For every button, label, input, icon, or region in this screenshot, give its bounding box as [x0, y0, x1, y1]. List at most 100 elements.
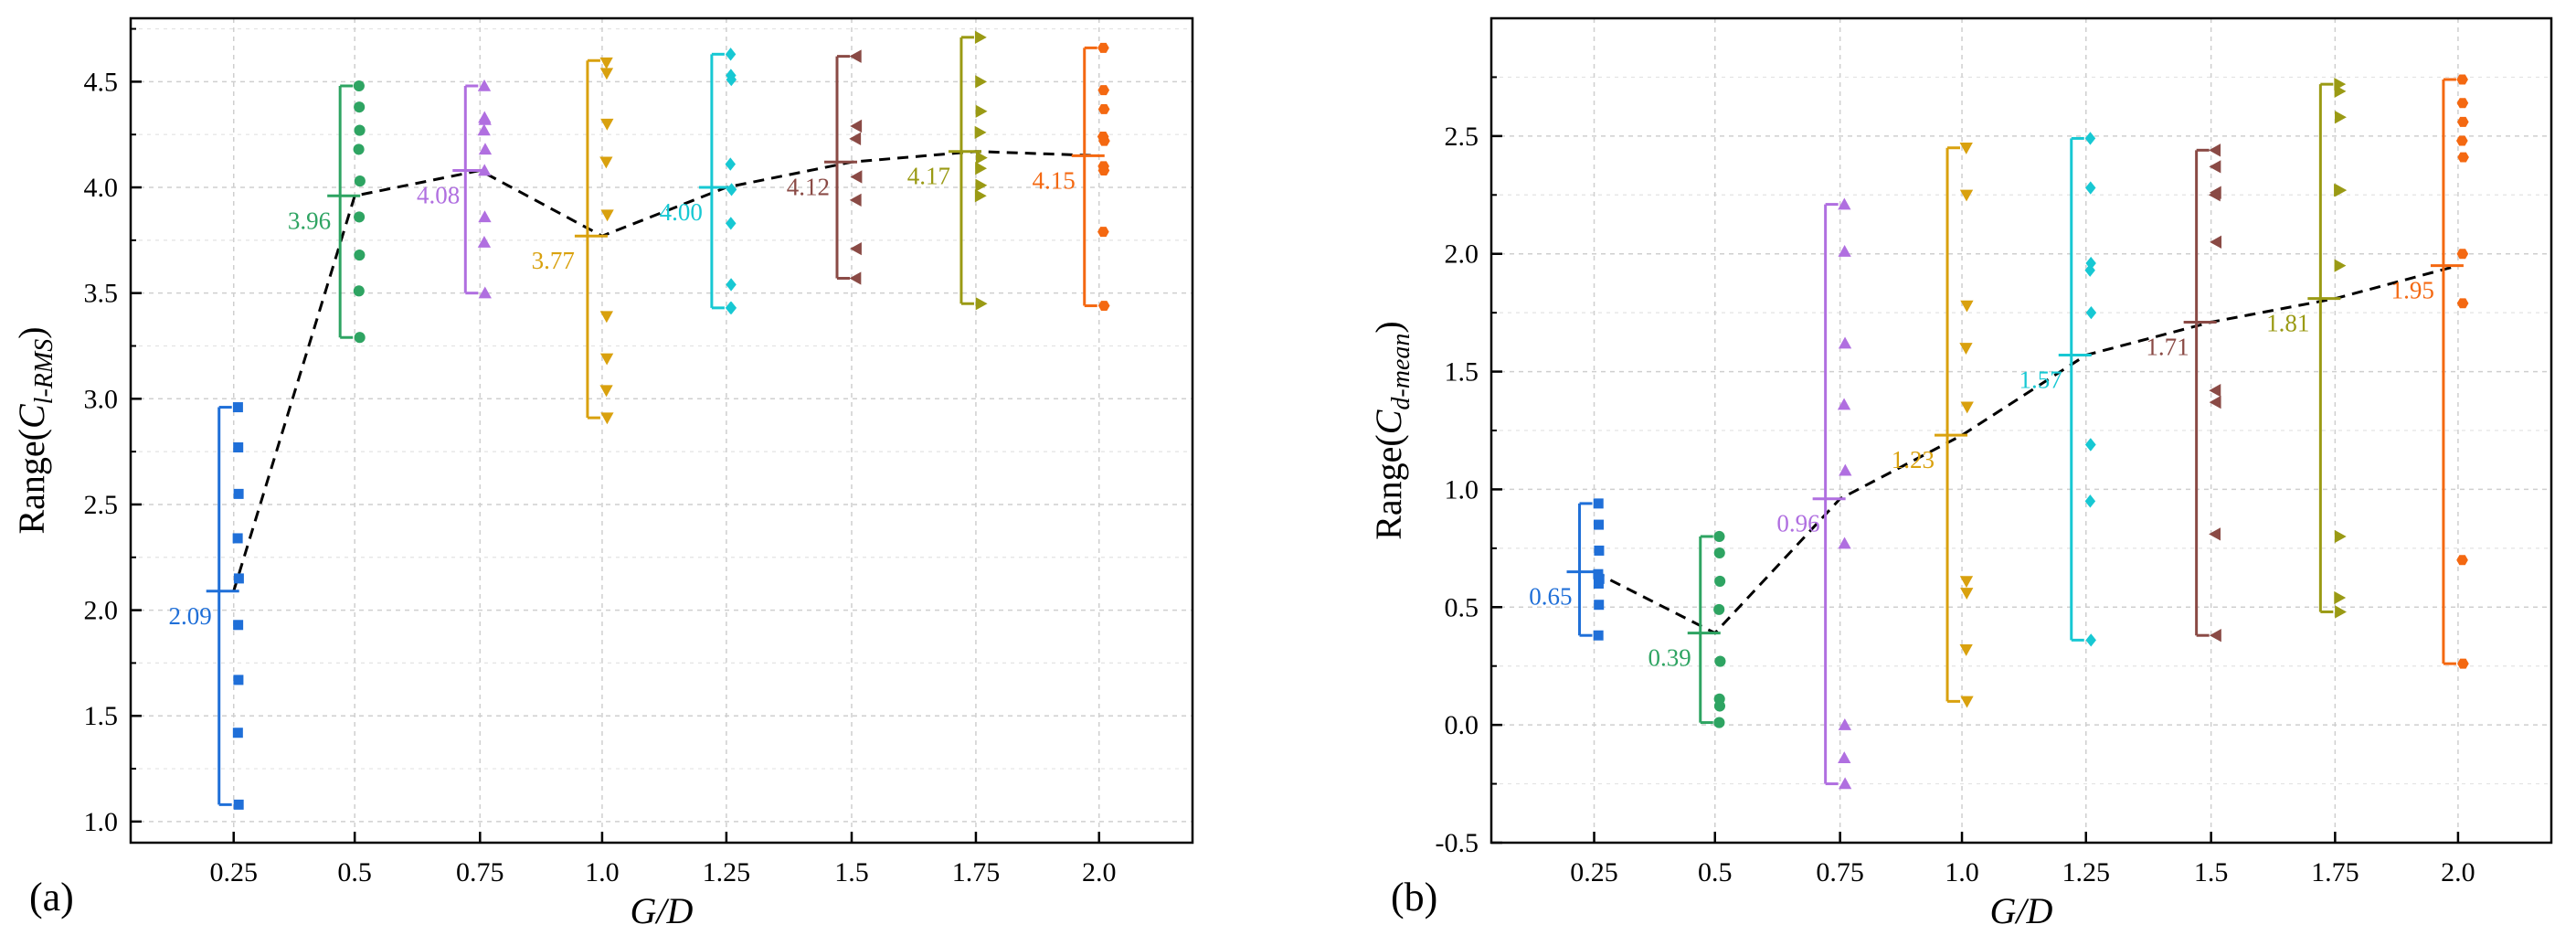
data-point: [1959, 189, 1974, 202]
data-point: [354, 101, 366, 113]
data-point: [1959, 576, 1974, 589]
data-point: [599, 353, 614, 366]
data-point: [726, 217, 737, 230]
data-point: [1593, 498, 1604, 509]
data-point: [1959, 643, 1973, 656]
data-point: [2456, 298, 2469, 309]
data-point: [1594, 519, 1604, 530]
data-point: [1594, 600, 1605, 611]
x-tick-label: 0.75: [1816, 857, 1864, 887]
series-0.75: 0.96: [1776, 197, 1852, 790]
mean-trend-line: [1593, 264, 2459, 635]
data-point: [975, 151, 988, 165]
x-tick-label: 1.75: [952, 857, 1001, 887]
y-tick-label: 0.5: [1445, 592, 1479, 622]
data-point: [599, 385, 613, 398]
x-tick-label: 1.0: [585, 857, 620, 887]
data-point: [478, 164, 492, 176]
data-point: [232, 728, 243, 738]
data-point: [1837, 398, 1851, 410]
x-tick-label: 2.0: [2441, 857, 2475, 887]
mean-label: 1.57: [2019, 367, 2062, 394]
data-point: [1713, 717, 1725, 728]
mean-label: 4.08: [417, 182, 460, 209]
data-point: [2085, 256, 2096, 271]
series-0.5: 0.39: [1648, 530, 1726, 728]
data-point: [1838, 336, 1852, 349]
data-point: [725, 157, 737, 171]
panel-label: (b): [1391, 875, 1437, 919]
data-point: [354, 332, 366, 344]
data-point: [1714, 655, 1726, 667]
y-tick-label: 1.0: [84, 807, 119, 837]
data-point: [478, 112, 492, 125]
data-point: [354, 124, 366, 136]
data-point: [974, 125, 987, 140]
data-point: [1593, 579, 1604, 590]
data-point: [1959, 343, 1973, 355]
data-point: [1713, 603, 1725, 615]
data-point: [2085, 181, 2096, 195]
data-point: [2334, 84, 2347, 99]
data-point: [2456, 135, 2468, 146]
data-point: [850, 241, 862, 256]
data-point: [353, 285, 365, 297]
data-point: [2456, 98, 2469, 109]
data-point: [599, 156, 613, 169]
series-1.75: 4.17: [907, 30, 988, 311]
data-point: [1838, 197, 1851, 210]
data-point: [1713, 547, 1725, 559]
data-point: [726, 278, 737, 292]
data-point: [850, 119, 863, 133]
data-point: [1839, 463, 1852, 476]
series-1.25: 4.00: [660, 48, 737, 315]
data-point: [1838, 537, 1851, 549]
mean-label: 3.96: [288, 207, 331, 234]
mean-label: 1.23: [1892, 446, 1935, 473]
data-point: [1098, 135, 1110, 146]
x-tick-label: 2.0: [1082, 857, 1117, 887]
data-point: [975, 297, 988, 311]
y-tick-label: 1.0: [1445, 474, 1479, 505]
data-point: [600, 209, 614, 222]
data-point: [1714, 575, 1726, 587]
series-0.75: 4.08: [417, 79, 493, 299]
data-point: [1097, 42, 1109, 53]
data-point: [849, 132, 862, 145]
data-point: [232, 402, 243, 413]
data-point: [2209, 160, 2221, 174]
data-point: [726, 183, 737, 197]
data-point: [2085, 305, 2097, 320]
y-tick-label: 2.0: [1445, 239, 1479, 270]
x-axis-title: G/D: [631, 890, 694, 931]
data-point: [2335, 605, 2347, 619]
series-1.5: 1.71: [2146, 143, 2222, 643]
mean-label: 4.00: [660, 198, 703, 226]
data-point: [1097, 227, 1109, 238]
data-point: [849, 271, 862, 285]
data-point: [725, 48, 737, 61]
data-point: [2085, 633, 2096, 647]
data-point: [1838, 717, 1851, 730]
data-point: [2335, 183, 2348, 197]
mean-label: 0.65: [1529, 583, 1572, 611]
data-point: [2456, 74, 2468, 85]
y-tick-label: 0.0: [1445, 710, 1479, 740]
data-point: [1713, 530, 1725, 543]
y-tick-label: 2.0: [84, 596, 119, 626]
axes-frame: [129, 16, 1194, 845]
series-1.0: 1.23: [1892, 143, 1974, 708]
data-point: [1097, 103, 1110, 114]
data-point: [2457, 152, 2469, 163]
mean-label: 1.95: [2391, 277, 2434, 304]
data-point: [478, 143, 493, 155]
series-0.25: 0.65: [1529, 498, 1605, 641]
data-point: [233, 620, 244, 631]
mean-label: 4.15: [1032, 166, 1075, 194]
x-tick-label: 1.5: [2194, 857, 2229, 887]
data-point: [974, 30, 987, 44]
plot-area: [131, 18, 1193, 843]
data-point: [2210, 235, 2222, 249]
x-tick-label: 1.5: [834, 857, 869, 887]
mean-label: 1.71: [2146, 333, 2189, 360]
